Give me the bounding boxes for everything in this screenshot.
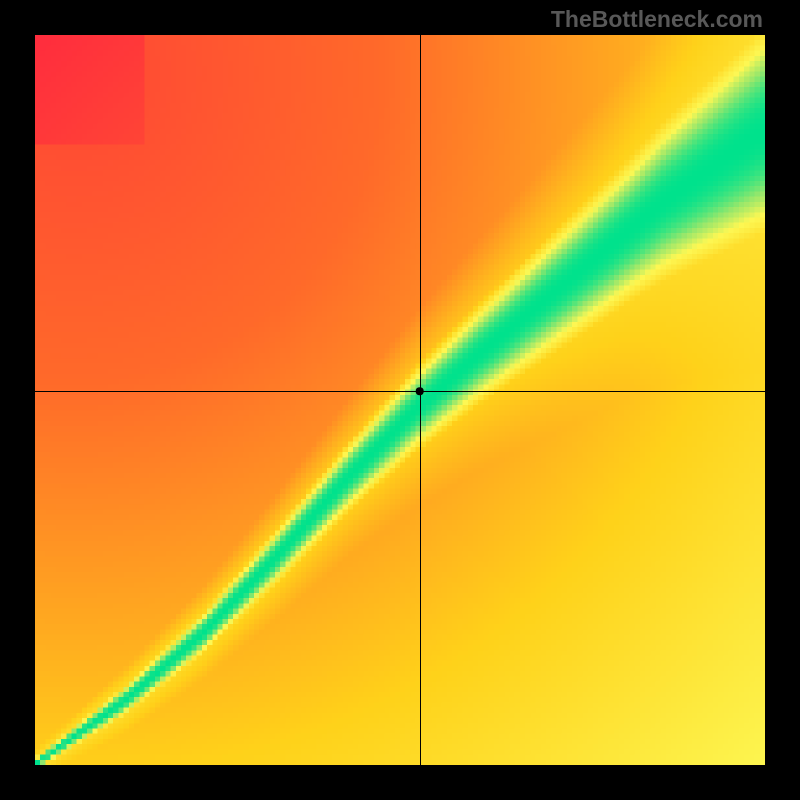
watermark-text: TheBottleneck.com [551,6,763,33]
crosshair-overlay [0,0,800,800]
